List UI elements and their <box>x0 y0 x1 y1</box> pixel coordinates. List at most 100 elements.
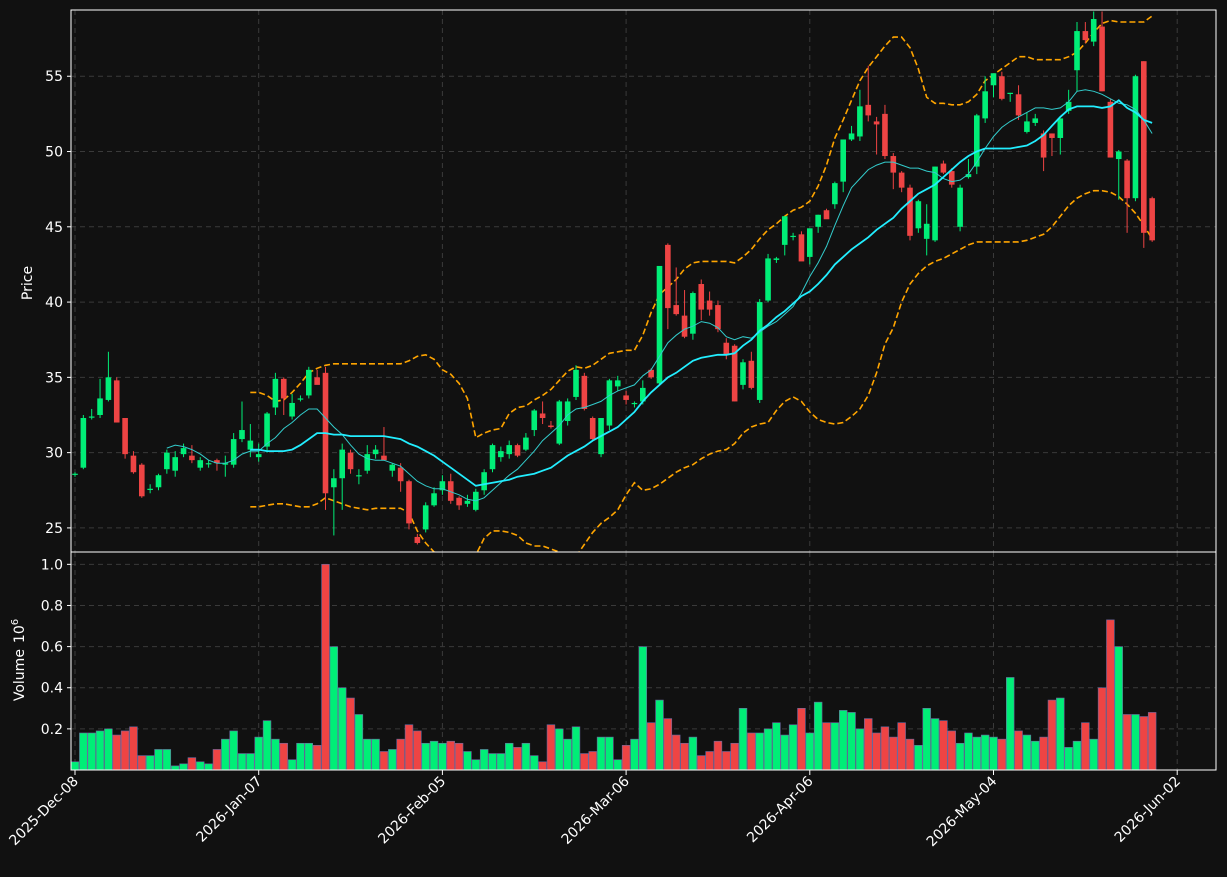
candle <box>331 469 337 536</box>
band-lines <box>250 15 1153 552</box>
candle <box>940 160 947 175</box>
price-y-tick-label: 40 <box>45 295 63 311</box>
candle <box>948 168 955 188</box>
candle <box>698 279 705 321</box>
candle <box>464 494 471 507</box>
candle <box>306 366 312 399</box>
volume-bar <box>421 742 430 771</box>
candle-body <box>205 463 212 465</box>
candle <box>665 243 671 330</box>
candle-body <box>807 228 813 257</box>
candle <box>397 463 404 492</box>
candle-body <box>88 416 95 418</box>
candle <box>205 460 212 468</box>
candle-body <box>481 472 487 491</box>
candle-body <box>539 413 546 419</box>
candle-body <box>431 493 437 506</box>
volume-bar <box>980 734 990 771</box>
candle <box>999 71 1005 101</box>
candle-body <box>447 481 454 501</box>
candle-body <box>923 223 930 239</box>
volume-bar <box>521 742 531 771</box>
volume-bar <box>371 738 380 771</box>
volume-bar <box>847 712 856 771</box>
volume-bar <box>471 759 480 771</box>
candle-body <box>97 398 103 415</box>
candle-body <box>706 300 713 310</box>
volume-bar <box>838 710 848 771</box>
candle <box>389 463 396 477</box>
candle-body <box>347 452 354 470</box>
candle-body <box>397 467 404 482</box>
volume-bar <box>655 699 664 771</box>
volume-bar <box>897 722 906 771</box>
candle <box>990 73 997 98</box>
candle <box>1149 196 1155 242</box>
candle-body <box>690 293 696 334</box>
candle <box>823 208 830 220</box>
candle-body <box>564 401 571 422</box>
volume-bar <box>605 736 614 771</box>
candle-body <box>873 121 880 125</box>
band-upper-line <box>250 15 1153 439</box>
volume-bar <box>889 736 898 771</box>
candle-body <box>1065 101 1072 111</box>
volume-bar <box>705 751 714 771</box>
candle <box>155 473 162 491</box>
candle-body <box>756 302 763 400</box>
candle-body <box>372 449 379 455</box>
candle <box>781 216 788 256</box>
candle <box>439 475 446 495</box>
candle-body <box>272 378 279 408</box>
volume-bar <box>1022 734 1032 771</box>
volume-bar <box>229 730 238 771</box>
candle <box>1032 113 1039 126</box>
candle <box>807 228 813 265</box>
candle <box>356 469 362 485</box>
candle <box>1074 22 1080 92</box>
volume-bar <box>137 755 146 771</box>
candle-body <box>798 234 805 262</box>
candle-body <box>940 163 947 173</box>
candle-body <box>723 342 730 355</box>
volume-bar <box>246 753 255 771</box>
candle <box>422 502 429 533</box>
candle <box>606 378 613 431</box>
candle <box>690 291 696 340</box>
volume-bar <box>788 724 798 771</box>
candle <box>1057 118 1064 155</box>
volume-bar <box>463 751 472 771</box>
candle <box>381 427 387 461</box>
volume-bar <box>1047 699 1057 771</box>
candle-body <box>1115 151 1122 160</box>
volume-bar <box>922 708 931 771</box>
candle <box>748 351 755 390</box>
volume-bar <box>454 742 464 771</box>
candle-body <box>1040 133 1047 158</box>
volume-axis-title-text: Volume <box>12 649 28 701</box>
volume-bar <box>997 738 1007 771</box>
candle-body <box>974 115 980 167</box>
candle <box>798 231 805 262</box>
candle-body <box>147 488 153 490</box>
candle <box>514 443 521 458</box>
candle <box>105 351 112 402</box>
volume-y-tick-label: 0.8 <box>41 598 63 614</box>
volume-bar <box>1097 687 1107 771</box>
candle <box>932 166 938 242</box>
candle <box>790 232 796 241</box>
candle <box>1049 133 1055 157</box>
candle-body <box>523 437 529 450</box>
volume-bar <box>1139 716 1149 771</box>
candle <box>147 484 153 494</box>
candle-body <box>681 315 688 337</box>
volume-bar <box>154 749 163 771</box>
candle-body <box>857 106 863 137</box>
candle-body <box>999 76 1005 99</box>
candle <box>907 184 913 241</box>
volume-bar <box>580 753 589 771</box>
volume-bar <box>797 708 806 771</box>
candle <box>531 408 538 437</box>
volume-bar <box>772 722 781 771</box>
